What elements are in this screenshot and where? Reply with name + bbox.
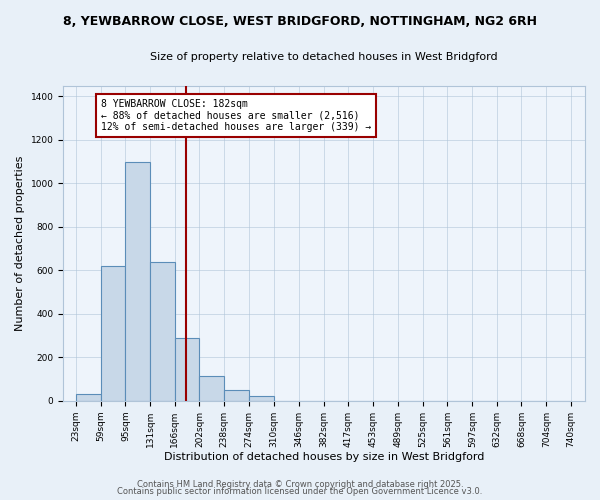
Text: 8, YEWBARROW CLOSE, WEST BRIDGFORD, NOTTINGHAM, NG2 6RH: 8, YEWBARROW CLOSE, WEST BRIDGFORD, NOTT… — [63, 15, 537, 28]
Text: Contains HM Land Registry data © Crown copyright and database right 2025.: Contains HM Land Registry data © Crown c… — [137, 480, 463, 489]
Bar — [125, 162, 151, 401]
Bar — [101, 266, 125, 401]
X-axis label: Distribution of detached houses by size in West Bridgford: Distribution of detached houses by size … — [164, 452, 484, 462]
Bar — [224, 390, 249, 401]
Bar — [151, 262, 175, 401]
Bar — [249, 396, 274, 401]
Bar — [199, 376, 224, 401]
Bar — [76, 394, 101, 401]
Text: 8 YEWBARROW CLOSE: 182sqm
← 88% of detached houses are smaller (2,516)
12% of se: 8 YEWBARROW CLOSE: 182sqm ← 88% of detac… — [101, 98, 371, 132]
Text: Contains public sector information licensed under the Open Government Licence v3: Contains public sector information licen… — [118, 487, 482, 496]
Bar — [175, 338, 199, 401]
Title: Size of property relative to detached houses in West Bridgford: Size of property relative to detached ho… — [151, 52, 498, 62]
Y-axis label: Number of detached properties: Number of detached properties — [15, 156, 25, 331]
